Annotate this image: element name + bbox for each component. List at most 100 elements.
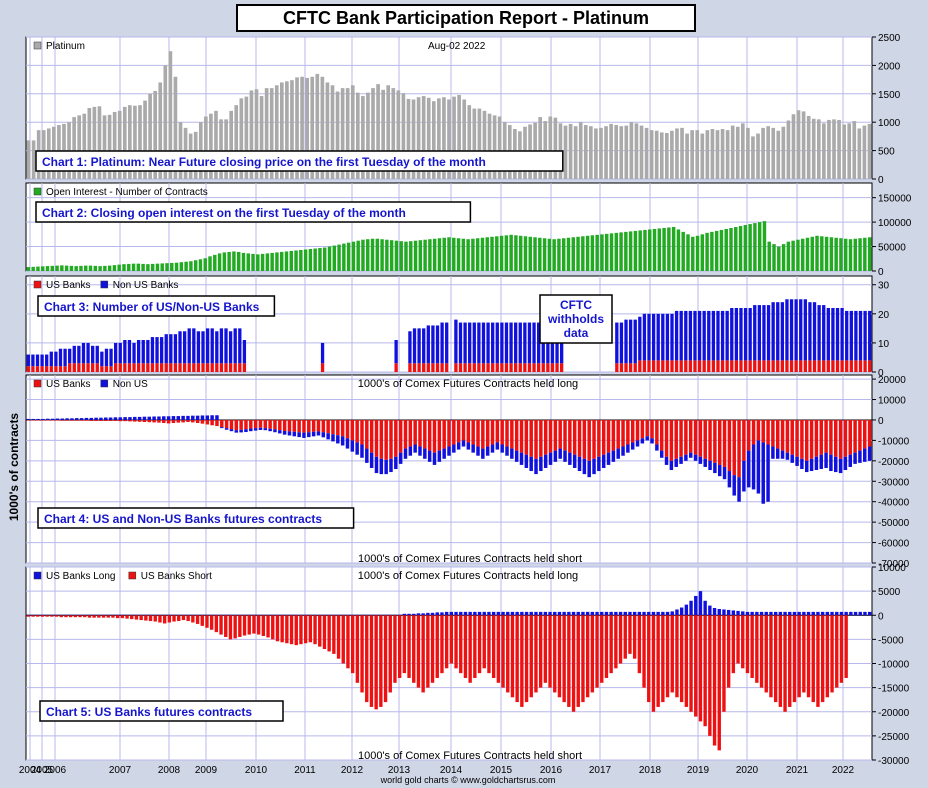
bar-us-39 xyxy=(215,419,219,427)
bar-chart1-52 xyxy=(290,80,294,179)
bar-nonus-85 xyxy=(417,328,421,364)
bar-nonus-174 xyxy=(826,308,830,361)
bar-chart2-85 xyxy=(432,238,437,271)
bar-chart1-165 xyxy=(862,125,867,179)
bar-short-144 xyxy=(703,615,707,727)
bar-nonus-37 xyxy=(196,331,201,364)
bar-short-50 xyxy=(261,615,266,636)
bar-chart1-130 xyxy=(685,133,689,179)
chart5-ytick-label-3: -5000 xyxy=(878,635,904,646)
bar-chart2-120 xyxy=(600,234,604,271)
bar-us-80 xyxy=(394,363,398,372)
bar-us-33 xyxy=(178,363,182,372)
bar-nonus-160 xyxy=(800,458,804,469)
bar-nonus-134 xyxy=(642,313,647,361)
bar-nonus-46 xyxy=(238,328,242,364)
bar-chart1-31 xyxy=(183,127,188,179)
bar-long-84 xyxy=(421,613,425,616)
bar-nonus-105 xyxy=(534,458,538,475)
bar-us-106 xyxy=(514,363,518,372)
bar-short-58 xyxy=(299,615,303,645)
bar-long-159 xyxy=(773,611,778,616)
bar-short-150 xyxy=(731,615,736,674)
bar-chart2-70 xyxy=(361,239,365,271)
bar-long-148 xyxy=(722,609,726,616)
bar-chart2-78 xyxy=(399,241,403,271)
bar-chart1-33 xyxy=(193,131,198,179)
bar-nonus-178 xyxy=(845,310,849,361)
bar-chart1-54 xyxy=(300,76,304,179)
bar-us-165 xyxy=(824,419,828,453)
bar-chart2-60 xyxy=(313,248,317,271)
bar-chart1-66 xyxy=(361,96,365,179)
bar-nonus-78 xyxy=(403,448,408,459)
bar-chart2-119 xyxy=(595,234,599,271)
bar-us-0 xyxy=(26,419,31,421)
bar-us-87 xyxy=(426,363,430,372)
bar-nonus-38 xyxy=(201,331,205,364)
bar-chart1-149 xyxy=(781,126,786,179)
bar-short-75 xyxy=(379,615,383,707)
bar-nonus-166 xyxy=(789,299,794,361)
bar-nonus-161 xyxy=(804,460,809,473)
chart5-bottom-note: 1000's of Comex Futures Contracts held s… xyxy=(358,750,582,762)
bar-chart2-92 xyxy=(466,239,470,271)
bar-long-146 xyxy=(712,608,717,616)
bar-us-171 xyxy=(853,419,857,453)
x-tick-label-2015: 2015 xyxy=(490,765,513,776)
bar-long-111 xyxy=(548,611,552,616)
bar-short-33 xyxy=(181,615,186,621)
bar-short-64 xyxy=(327,615,331,652)
chart4-ytick-label-4: -20000 xyxy=(878,457,910,468)
bar-chart2-161 xyxy=(796,239,800,271)
bar-us-164 xyxy=(780,360,784,372)
bar-chart1-67 xyxy=(366,92,370,179)
bar-us-16 xyxy=(104,419,108,421)
bar-chart1-1 xyxy=(31,140,36,179)
bar-short-121 xyxy=(595,615,599,688)
chart3-ytick-label-0: 30 xyxy=(878,281,890,292)
bar-nonus-165 xyxy=(824,452,828,468)
bar-nonus-106 xyxy=(539,456,543,472)
bar-short-124 xyxy=(609,615,613,674)
bar-long-172 xyxy=(835,611,839,616)
bar-short-87 xyxy=(435,615,439,678)
bar-us-79 xyxy=(408,419,413,447)
bar-chart2-35 xyxy=(193,260,198,271)
bar-chart2-14 xyxy=(93,265,98,271)
bar-chart1-53 xyxy=(295,77,299,179)
bar-chart1-21 xyxy=(133,105,137,179)
bar-nonus-34 xyxy=(191,415,195,420)
bar-nonus-77 xyxy=(398,452,403,464)
bar-nonus-97 xyxy=(495,442,500,450)
x-tick-label-2016: 2016 xyxy=(540,765,563,776)
bar-us-165 xyxy=(785,360,789,372)
bar-us-76 xyxy=(394,419,398,457)
bar-nonus-87 xyxy=(426,325,430,364)
bar-short-106 xyxy=(524,615,529,703)
bar-nonus-116 xyxy=(587,460,591,478)
bar-chart2-66 xyxy=(342,243,346,271)
bar-chart2-31 xyxy=(174,262,179,271)
bar-chart2-56 xyxy=(294,250,298,271)
bar-chart1-136 xyxy=(715,130,720,179)
bar-short-134 xyxy=(656,615,660,707)
bar-us-28 xyxy=(155,363,159,372)
bar-chart2-45 xyxy=(241,252,246,271)
bar-us-157 xyxy=(748,360,752,372)
chart3-caption: Chart 3: Number of US/Non-US Banks xyxy=(44,300,260,314)
chart1-date-label: Aug-02 2022 xyxy=(428,41,486,52)
bar-us-45 xyxy=(244,419,248,430)
bar-chart1-40 xyxy=(229,110,233,179)
bar-chart2-30 xyxy=(170,262,174,271)
bar-nonus-97 xyxy=(472,322,476,364)
bar-chart1-94 xyxy=(502,122,507,179)
bar-chart2-176 xyxy=(867,237,872,271)
bar-short-60 xyxy=(308,615,313,643)
bar-us-112 xyxy=(568,419,572,453)
bar-nonus-139 xyxy=(698,456,703,464)
bar-us-80 xyxy=(413,419,417,445)
bar-short-59 xyxy=(303,615,308,644)
bar-chart2-175 xyxy=(863,237,867,271)
bar-nonus-138 xyxy=(661,313,665,361)
